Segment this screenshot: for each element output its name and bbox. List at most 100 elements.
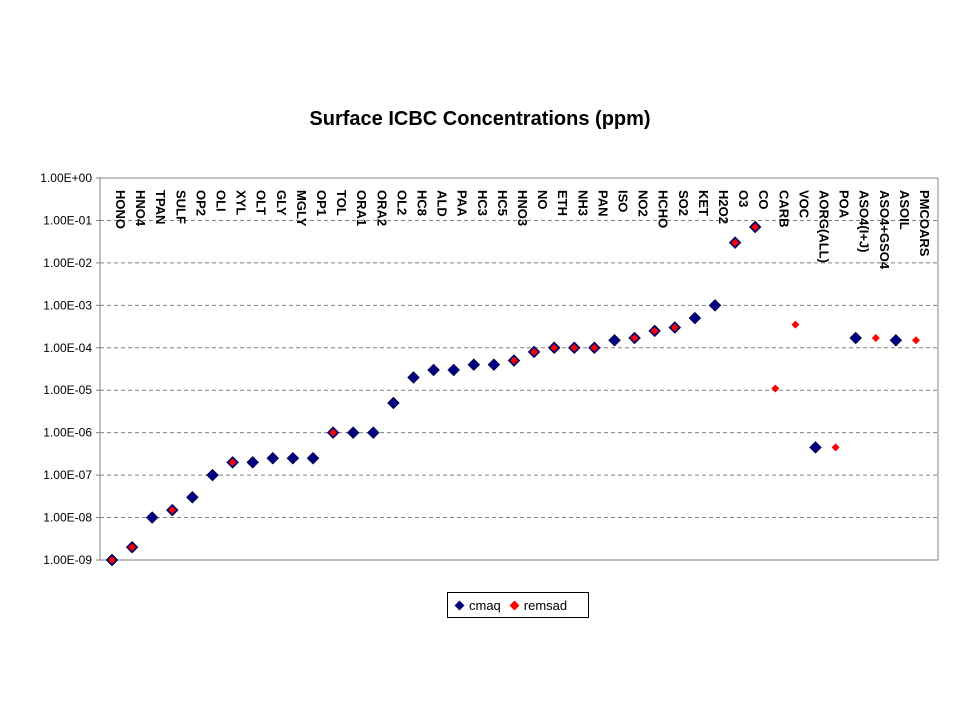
y-tick-label: 1.00E-04 [43, 341, 92, 355]
category-label: CARB [776, 190, 791, 228]
point-cmaq [145, 511, 159, 524]
point-remsad [168, 506, 177, 514]
category-label: OLT [254, 190, 269, 215]
point-cmaq [246, 455, 260, 469]
category-label: HNO4 [133, 190, 148, 227]
point-cmaq [366, 426, 380, 440]
plot-area [99, 177, 939, 561]
category-label: OP2 [193, 190, 208, 216]
point-cmaq [467, 358, 481, 372]
legend: cmaq remsad [447, 592, 589, 618]
point-remsad [570, 343, 579, 352]
category-label: VOC [796, 190, 811, 219]
point-remsad [671, 323, 679, 332]
point-remsad [771, 384, 780, 393]
legend-swatch-cmaq [454, 600, 465, 610]
category-label: SULF [173, 190, 188, 224]
category-label: POA [837, 190, 852, 219]
point-cmaq [387, 396, 400, 410]
point-remsad [530, 348, 538, 356]
category-label: MGLY [294, 190, 309, 227]
category-label: ETH [555, 190, 570, 216]
y-tick-label: 1.00E-06 [43, 426, 92, 440]
point-cmaq [346, 426, 360, 440]
category-label: PAA [455, 190, 470, 217]
category-label: O3 [736, 190, 751, 207]
point-remsad [751, 223, 759, 231]
legend-item-cmaq: cmaq [454, 597, 501, 613]
category-label: ISO [616, 190, 631, 212]
point-cmaq [427, 363, 440, 377]
point-cmaq [266, 451, 280, 465]
point-remsad [912, 336, 920, 345]
category-label: ASOIL [897, 190, 912, 230]
y-tick-label: 1.00E+00 [40, 171, 92, 185]
legend-label-remsad: remsad [523, 597, 568, 613]
point-remsad [329, 428, 337, 437]
y-tick-label: 1.00E-07 [43, 468, 92, 482]
category-label: HC5 [495, 190, 510, 216]
point-cmaq [206, 468, 219, 482]
category-label: PMCOARS [917, 190, 932, 257]
point-cmaq [708, 298, 722, 312]
category-label: HC8 [415, 190, 430, 216]
point-remsad [108, 556, 116, 564]
point-cmaq [447, 363, 461, 377]
category-label: ALD [435, 190, 450, 217]
y-tick-label: 1.00E-03 [43, 298, 92, 312]
category-label: XYL [234, 190, 249, 215]
chart-title: Surface ICBC Concentrations (ppm) [309, 108, 651, 130]
legend-item-remsad: remsad [509, 597, 568, 613]
category-label: SO2 [676, 190, 691, 216]
category-label: AORG(ALL) [817, 190, 832, 263]
point-cmaq [306, 451, 320, 465]
point-remsad [791, 320, 800, 329]
category-label: HCHO [656, 190, 671, 228]
point-remsad [590, 343, 599, 352]
category-label: NO [535, 190, 550, 210]
category-label: ASO4(I+J) [857, 190, 872, 253]
y-tick-label: 1.00E-01 [43, 213, 92, 227]
legend-label-cmaq: cmaq [469, 597, 501, 613]
point-cmaq [286, 451, 300, 465]
point-cmaq [688, 311, 702, 325]
point-remsad [228, 458, 237, 467]
point-remsad [550, 343, 558, 352]
category-label: HC3 [475, 190, 490, 216]
category-label: OL2 [394, 190, 409, 215]
point-remsad [831, 443, 840, 452]
point-cmaq [608, 333, 621, 347]
y-tick-label: 1.00E-05 [43, 383, 92, 397]
category-label: ORA1 [354, 190, 369, 226]
category-label: HNO3 [515, 190, 530, 226]
point-remsad [630, 334, 639, 342]
y-tick-label: 1.00E-02 [43, 256, 92, 270]
point-cmaq [407, 371, 420, 384]
category-label: KET [696, 190, 711, 216]
category-label: OLI [214, 190, 229, 212]
category-label: NO2 [636, 190, 651, 217]
point-cmaq [809, 441, 822, 454]
category-label: NH3 [575, 190, 590, 216]
category-label: ASO4+GSO4 [877, 190, 892, 270]
category-label: HONO [113, 190, 128, 229]
legend-swatch-remsad [509, 600, 520, 610]
point-cmaq [186, 490, 199, 504]
point-cmaq [487, 358, 501, 372]
category-label: CO [756, 190, 771, 210]
y-tick-label: 1.00E-08 [43, 511, 92, 525]
y-tick-label: 1.00E-09 [43, 553, 92, 567]
point-remsad [650, 327, 659, 335]
category-label: OP1 [314, 190, 329, 216]
category-label: TOL [334, 190, 349, 216]
category-label: TPAN [153, 190, 168, 224]
point-cmaq [849, 331, 863, 345]
point-cmaq [889, 333, 903, 347]
category-label: PAN [595, 190, 610, 216]
category-label: GLY [274, 190, 289, 216]
category-label: H2O2 [716, 190, 731, 224]
point-remsad [128, 543, 136, 552]
point-remsad [510, 356, 518, 365]
category-label: ORA2 [374, 190, 389, 226]
